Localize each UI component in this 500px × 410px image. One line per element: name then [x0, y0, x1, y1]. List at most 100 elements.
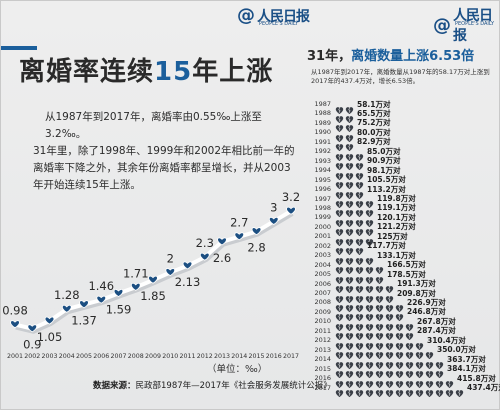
- data-label: 2.6: [213, 251, 231, 265]
- broken-heart-icon: [355, 166, 364, 180]
- broken-heart-icon: [335, 374, 344, 388]
- broken-heart-icon: [405, 345, 414, 360]
- bar-icons: [335, 241, 364, 256]
- bar-row: 2016 415.8万对: [307, 372, 496, 388]
- bar-icons: [335, 156, 364, 171]
- right-title-prefix: 31年，: [307, 49, 352, 64]
- bar-icons: [335, 383, 464, 398]
- heart-icon: [217, 237, 227, 246]
- bar-row: 1997 119.8万对: [307, 193, 416, 209]
- broken-heart-icon: [395, 364, 404, 379]
- broken-heart-icon: [345, 326, 354, 341]
- broken-heart-icon: [335, 118, 344, 133]
- broken-heart-icon: [335, 175, 344, 190]
- bar-icons: [335, 166, 364, 180]
- broken-heart-icon: [355, 307, 364, 322]
- bar-value-label: 226.9万对: [407, 297, 446, 307]
- broken-heart-icon: [345, 260, 354, 275]
- at-icon: @: [237, 5, 255, 26]
- bar-icons: [335, 109, 354, 124]
- broken-heart-icon: [375, 260, 384, 275]
- bar-row: 2004 166.5万对: [307, 259, 426, 275]
- data-label: 2.8: [247, 241, 265, 255]
- bar-year-label: 2012: [314, 336, 331, 345]
- bar-value-label: 58.1万对: [357, 99, 391, 109]
- bar-value-label: 105.5万对: [367, 175, 406, 185]
- broken-heart-icon: [335, 298, 344, 313]
- broken-heart-icon: [335, 317, 344, 331]
- broken-heart-icon: [365, 203, 374, 218]
- broken-heart-icon: [335, 194, 344, 209]
- broken-heart-icon: [345, 355, 354, 369]
- x-tick-label: 2003: [41, 353, 57, 360]
- bar-icons: [335, 137, 354, 152]
- broken-heart-icon: [385, 289, 394, 303]
- bar-year-label: 1994: [314, 166, 331, 175]
- bar-row: 2012 310.4万对: [307, 334, 466, 350]
- bar-year-label: 1992: [314, 147, 331, 156]
- bar-year-label: 2017: [314, 383, 331, 392]
- bar-icons: [335, 307, 404, 322]
- bar-icons: [335, 317, 414, 331]
- broken-heart-icon: [405, 383, 414, 398]
- broken-heart-icon: [385, 279, 394, 294]
- broken-heart-icon: [345, 175, 354, 190]
- broken-heart-icon: [425, 383, 434, 398]
- bar-icons: [335, 100, 354, 114]
- broken-heart-icon: [345, 270, 354, 284]
- bar-year-label: 2013: [314, 345, 331, 354]
- broken-heart-icon: [385, 298, 394, 313]
- bar-value-label: 246.8万对: [407, 307, 446, 317]
- heart-icon: [268, 216, 279, 225]
- bar-row: 1993 90.9万对: [307, 155, 401, 171]
- bar-row: 2007 209.8万对: [307, 287, 436, 303]
- broken-heart-icon: [385, 383, 394, 398]
- right-subtitle: 从1987年到2017年，离婚数量从1987年的58.17万对上涨到2017年的…: [311, 68, 490, 85]
- broken-heart-icon: [385, 307, 394, 322]
- broken-heart-icon: [335, 100, 344, 114]
- bar-row: 1995 105.5万对: [307, 174, 406, 190]
- bar-icons: [335, 326, 414, 341]
- bar-year-label: 1993: [314, 156, 331, 165]
- bar-icons: [335, 336, 424, 350]
- broken-heart-icon: [415, 336, 424, 350]
- x-tick-label: 2008: [128, 353, 144, 360]
- broken-heart-icon: [355, 156, 364, 171]
- broken-heart-icon: [425, 355, 434, 369]
- bar-year-label: 2015: [314, 364, 331, 373]
- broken-heart-icon: [385, 345, 394, 360]
- broken-heart-icon: [355, 147, 364, 161]
- data-label: 1.71: [123, 266, 149, 280]
- bar-row: 1989 75.2万对: [307, 117, 391, 133]
- broken-heart-icon: [335, 355, 344, 369]
- bar-row: 1987 58.1万对: [307, 98, 391, 114]
- broken-heart-icon: [365, 194, 374, 209]
- broken-heart-icon: [355, 232, 364, 246]
- broken-heart-icon: [445, 383, 454, 398]
- broken-heart-icon: [355, 222, 364, 237]
- broken-heart-icon: [345, 156, 354, 171]
- bar-year-label: 2006: [314, 279, 331, 288]
- heart-icon: [96, 295, 107, 304]
- heart-icon: [10, 320, 20, 329]
- bar-icons: [335, 128, 354, 142]
- broken-heart-icon: [335, 364, 344, 379]
- bar-row: 2002 117.7万对: [307, 240, 406, 256]
- bar-row: 2013 350.0万对: [307, 344, 476, 360]
- broken-heart-icon: [335, 251, 344, 265]
- bar-row: 2015 384.1万对: [307, 363, 486, 379]
- bar-row: 2000 121.2万对: [307, 221, 416, 237]
- broken-heart-icon: [355, 383, 364, 398]
- broken-heart-icon: [345, 289, 354, 303]
- bar-year-label: 2004: [314, 260, 331, 269]
- heart-icon: [234, 232, 245, 241]
- broken-heart-icon: [345, 194, 354, 209]
- broken-heart-icon: [365, 317, 374, 331]
- unit-label: （单位：‰）: [207, 364, 268, 375]
- bar-value-label: 121.2万对: [377, 222, 416, 232]
- bar-row: 2014 363.7万对: [307, 353, 486, 369]
- broken-heart-icon: [345, 298, 354, 313]
- bar-icons: [335, 118, 354, 133]
- heart-icon: [165, 268, 176, 277]
- x-tick-label: 2002: [24, 353, 40, 360]
